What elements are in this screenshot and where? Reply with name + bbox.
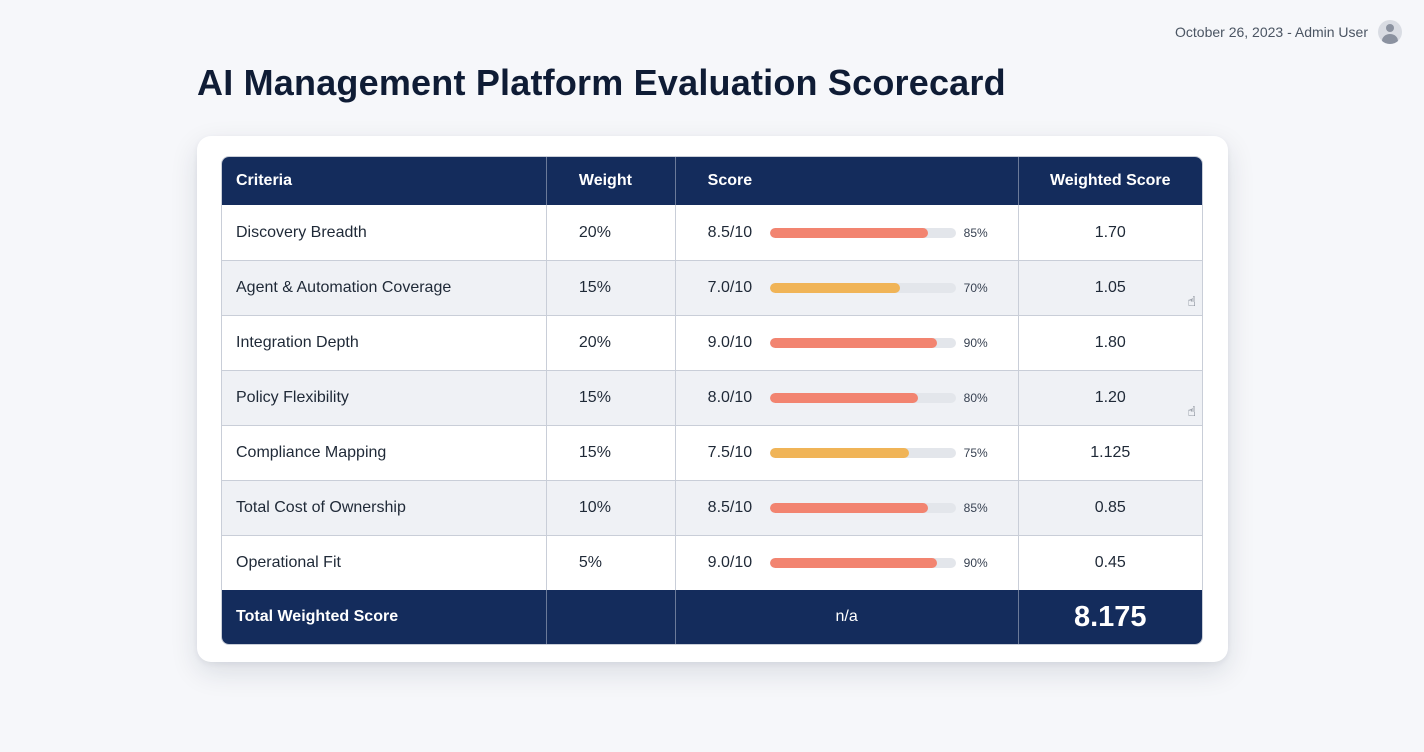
criteria-cell: Compliance Mapping bbox=[222, 425, 547, 480]
weighted-score-cell: 1.125 bbox=[1018, 425, 1202, 480]
weighted-score-cell: 1.20 ☝ bbox=[1018, 370, 1202, 425]
weighted-score-cell: 0.85 bbox=[1018, 480, 1202, 535]
table-row: Compliance Mapping 15% 7.5/10 75% 1.125 bbox=[222, 425, 1202, 480]
weight-cell: 20% bbox=[546, 315, 676, 370]
scorecard-card: Criteria Weight Score Weighted Score Dis… bbox=[197, 136, 1228, 662]
criteria-cell: Agent & Automation Coverage bbox=[222, 260, 547, 315]
total-weighted-score: 8.175 bbox=[1018, 590, 1202, 644]
score-progress-bar bbox=[769, 227, 956, 238]
score-cell: 9.0/10 90% bbox=[675, 315, 1019, 370]
weighted-score-value: 1.20 bbox=[1094, 389, 1126, 406]
criteria-cell: Integration Depth bbox=[222, 315, 547, 370]
table-row: Total Cost of Ownership 10% 8.5/10 85% 0.85 bbox=[222, 480, 1202, 535]
column-header-criteria: Criteria bbox=[222, 157, 547, 205]
date-user-text: October 26, 2023 - Admin User bbox=[1175, 24, 1368, 40]
score-progress-fill bbox=[769, 338, 938, 348]
criteria-cell: Discovery Breadth bbox=[222, 205, 547, 260]
weighted-score-value: 0.45 bbox=[1094, 554, 1126, 571]
score-percent: 80% bbox=[963, 391, 988, 405]
weighted-score-value: 1.70 bbox=[1094, 223, 1126, 241]
score-value: 9.0/10 bbox=[707, 554, 753, 571]
page-title: AI Management Platform Evaluation Scorec… bbox=[197, 62, 1006, 103]
table-row: Discovery Breadth 20% 8.5/10 85% 1.70 bbox=[222, 205, 1202, 260]
header-meta: October 26, 2023 - Admin User bbox=[1175, 20, 1402, 44]
score-percent: 85% bbox=[963, 501, 988, 515]
weight-cell: 15% bbox=[546, 260, 676, 315]
scorecard-table: Criteria Weight Score Weighted Score Dis… bbox=[221, 156, 1203, 645]
score-progress-bar bbox=[769, 338, 956, 348]
score-progress-fill bbox=[769, 283, 900, 293]
score-progress-fill bbox=[769, 448, 910, 458]
total-weight-cell bbox=[546, 590, 676, 644]
score-progress-fill bbox=[769, 393, 919, 403]
score-cell: 8.5/10 85% bbox=[675, 205, 1019, 260]
table-row: Integration Depth 20% 9.0/10 90% 1.80 bbox=[222, 315, 1202, 370]
weighted-score-cell: 1.80 bbox=[1018, 315, 1202, 370]
score-value: 7.0/10 bbox=[707, 279, 753, 296]
column-header-weight: Weight bbox=[546, 157, 676, 205]
score-cell: 7.0/10 70% bbox=[675, 260, 1019, 315]
weighted-score-cell: 1.05 ☝ bbox=[1018, 260, 1202, 315]
weighted-score-value: 1.05 bbox=[1094, 279, 1126, 296]
score-progress-bar bbox=[769, 503, 956, 513]
weighted-score-value: 1.125 bbox=[1090, 444, 1131, 461]
score-cell: 8.0/10 80% bbox=[675, 370, 1019, 425]
score-percent: 85% bbox=[963, 225, 988, 240]
criteria-cell: Total Cost of Ownership bbox=[222, 480, 547, 535]
weight-cell: 5% bbox=[546, 535, 676, 590]
score-progress-bar bbox=[769, 393, 956, 403]
hand-cursor-icon: ☝ bbox=[1187, 403, 1196, 419]
score-value: 7.5/10 bbox=[707, 444, 753, 461]
score-percent: 70% bbox=[963, 281, 988, 295]
weighted-score-value: 1.80 bbox=[1094, 334, 1126, 351]
weighted-score-cell: 0.45 bbox=[1018, 535, 1202, 590]
score-progress-bar bbox=[769, 448, 956, 458]
weighted-score-value: 0.85 bbox=[1094, 499, 1126, 516]
score-percent: 90% bbox=[963, 336, 988, 350]
score-value: 8.5/10 bbox=[707, 223, 753, 241]
table-row: Policy Flexibility 15% 8.0/10 80% 1.20 ☝ bbox=[222, 370, 1202, 425]
total-label: Total Weighted Score bbox=[222, 590, 547, 644]
score-percent: 90% bbox=[963, 556, 988, 570]
score-progress-fill bbox=[769, 227, 928, 238]
criteria-cell: Policy Flexibility bbox=[222, 370, 547, 425]
weight-cell: 10% bbox=[546, 480, 676, 535]
weight-cell: 20% bbox=[546, 205, 676, 260]
total-score-cell: n/a bbox=[675, 590, 1019, 644]
score-cell: 7.5/10 75% bbox=[675, 425, 1019, 480]
weight-cell: 15% bbox=[546, 370, 676, 425]
score-value: 8.5/10 bbox=[707, 499, 753, 516]
column-header-weighted-score: Weighted Score bbox=[1018, 157, 1202, 205]
total-row: Total Weighted Score n/a 8.175 bbox=[222, 590, 1202, 644]
score-value: 9.0/10 bbox=[707, 334, 753, 351]
hand-cursor-icon: ☝ bbox=[1187, 293, 1196, 309]
score-progress-fill bbox=[769, 503, 928, 513]
score-cell: 9.0/10 90% bbox=[675, 535, 1019, 590]
score-progress-fill bbox=[769, 558, 938, 568]
column-header-score: Score bbox=[675, 157, 1019, 205]
score-cell: 8.5/10 85% bbox=[675, 480, 1019, 535]
table-header-row: Criteria Weight Score Weighted Score bbox=[222, 157, 1202, 205]
weighted-score-cell: 1.70 bbox=[1018, 205, 1202, 260]
criteria-cell: Operational Fit bbox=[222, 535, 547, 590]
table-row: Operational Fit 5% 9.0/10 90% 0.45 bbox=[222, 535, 1202, 590]
table-row: Agent & Automation Coverage 15% 7.0/10 70% 1… bbox=[222, 260, 1202, 315]
weight-cell: 15% bbox=[546, 425, 676, 480]
score-percent: 75% bbox=[963, 446, 988, 460]
score-progress-bar bbox=[769, 283, 956, 293]
user-avatar-icon[interactable] bbox=[1378, 20, 1402, 44]
score-value: 8.0/10 bbox=[707, 389, 753, 406]
score-progress-bar bbox=[769, 558, 956, 568]
